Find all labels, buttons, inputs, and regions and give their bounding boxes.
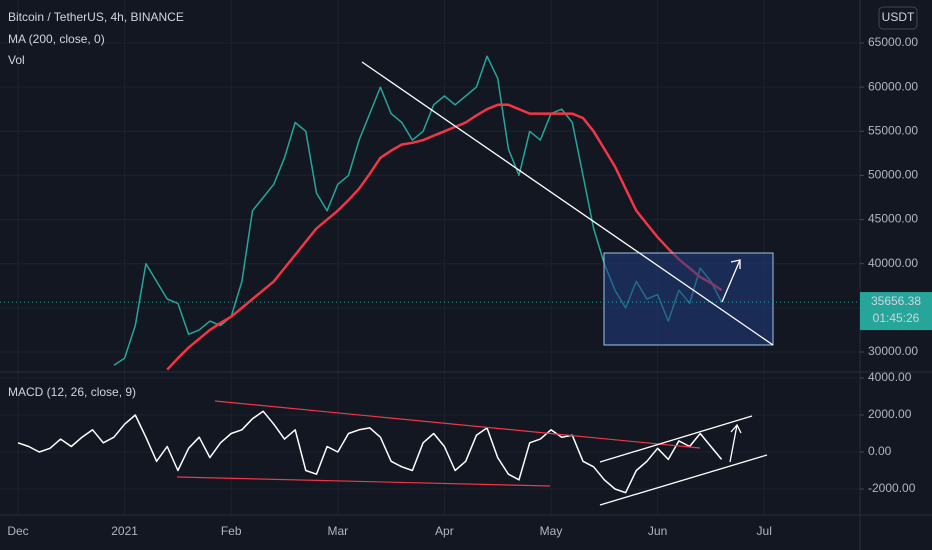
- y-tick-label: 30000.00: [868, 344, 918, 358]
- macd-channel-line: [599, 454, 768, 506]
- series-line: [166, 103, 723, 371]
- chart-title: Bitcoin / TetherUS, 4h, BINANCE: [8, 10, 184, 24]
- x-tick-label: Mar: [327, 524, 348, 538]
- x-tick-label: Feb: [221, 524, 242, 538]
- y-tick-label: 45000.00: [868, 212, 918, 226]
- indicator-label: MA (200, close, 0): [8, 32, 105, 46]
- x-tick-label: Dec: [7, 524, 28, 538]
- last-price-box: [860, 292, 932, 331]
- y-tick-label: 4000.00: [868, 370, 912, 384]
- x-tick-label: Jul: [757, 524, 772, 538]
- grid: [0, 0, 860, 515]
- currency-box[interactable]: [878, 6, 918, 30]
- arrow: [721, 259, 741, 303]
- macd-title: MACD (12, 26, close, 9): [8, 385, 136, 399]
- y-tick-label: 55000.00: [868, 123, 918, 137]
- y-tick-label: 40000.00: [868, 256, 918, 270]
- last-price-label: 35656.38: [871, 294, 921, 308]
- trend-line: [361, 61, 774, 346]
- y-tick-label: 65000.00: [868, 35, 918, 49]
- macd-trend-line: [214, 400, 701, 449]
- x-tick-label: Jun: [648, 524, 667, 538]
- y-tick-label: -2000.00: [868, 481, 916, 495]
- countdown: 01:45:26: [873, 311, 920, 325]
- arrow: [729, 424, 738, 463]
- y-tick-label: 2000.00: [868, 407, 912, 421]
- volume-label: Vol: [8, 53, 25, 67]
- range-box: [603, 252, 774, 346]
- arrow-head: [730, 423, 742, 434]
- arrow-head: [730, 259, 741, 269]
- y-tick-label: 60000.00: [868, 79, 918, 93]
- y-tick-label: 0.00: [868, 444, 892, 458]
- x-tick-label: Apr: [435, 524, 454, 538]
- x-tick-label: May: [540, 524, 563, 538]
- series-line: [17, 410, 723, 494]
- macd-channel-line: [599, 415, 753, 463]
- currency[interactable]: USDT: [882, 10, 915, 24]
- y-tick-label: 50000.00: [868, 168, 918, 182]
- x-tick-label: 2021: [111, 524, 138, 538]
- macd-trend-line: [176, 476, 551, 487]
